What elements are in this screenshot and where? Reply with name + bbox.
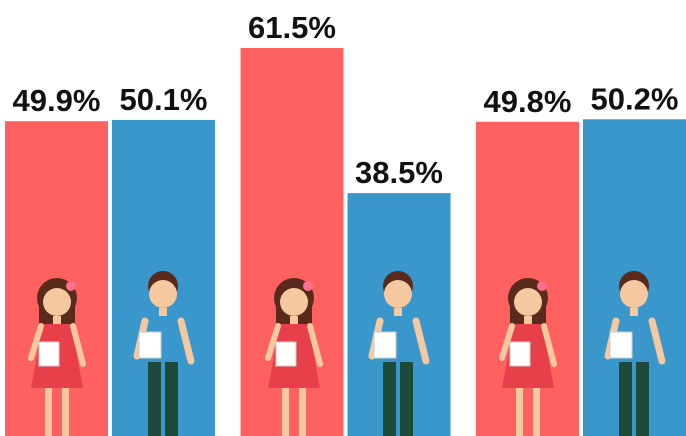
- value-label: 61.5%: [248, 10, 336, 45]
- value-label: 50.1%: [120, 82, 208, 117]
- value-label: 49.8%: [484, 84, 572, 119]
- chart: 49.9% 50.1% 61.5% 38.5% 49.8% 50.2%: [0, 0, 686, 436]
- bars: 49.9% 50.1% 61.5% 38.5% 49.8% 50.2%: [5, 10, 686, 436]
- value-label: 38.5%: [355, 155, 443, 190]
- value-label: 50.2%: [591, 81, 679, 116]
- value-label: 49.9%: [13, 83, 101, 118]
- page: 49.9%50.1%61.5%38.5%49.8%50.2% (() => { …: [0, 0, 686, 436]
